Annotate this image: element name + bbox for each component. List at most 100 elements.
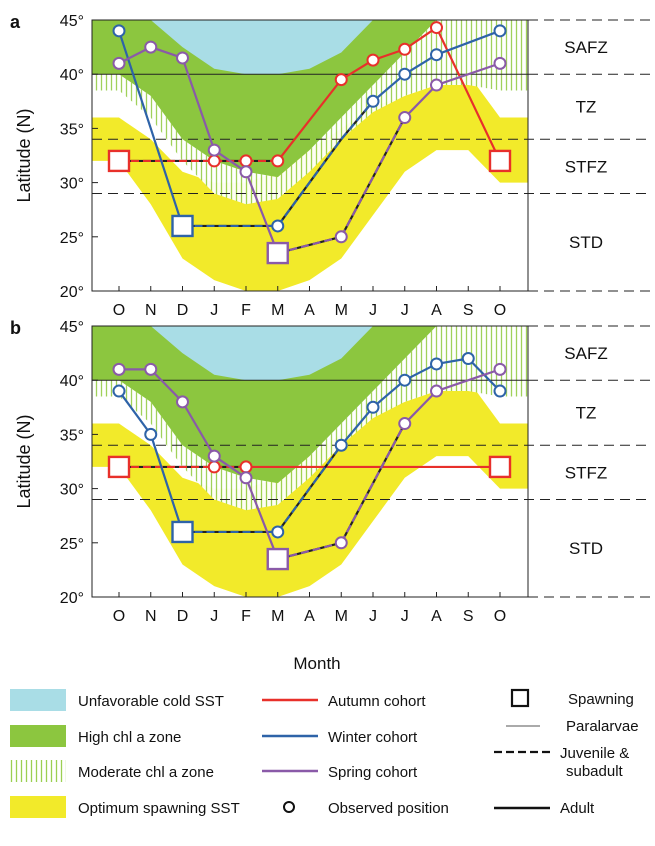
series-line-winter [372, 379, 406, 409]
panel-b: SAFZ TZ STFZ STD 45° 40° 35° 30° 25° 20° O N D J F M A M J… [10, 318, 650, 625]
series-line-winter [436, 29, 501, 56]
spawning-marker [488, 149, 512, 173]
zone-label-std: STD [569, 233, 603, 252]
series-dash-spring [340, 423, 406, 544]
observed-position-marker [334, 73, 348, 87]
y-tick-label: 45° [60, 319, 84, 336]
observed-position-marker [461, 352, 475, 366]
x-tick-label: S [463, 302, 474, 319]
x-tick-label: S [463, 608, 474, 625]
observed-position-marker [398, 42, 412, 56]
observed-position-marker [430, 48, 443, 62]
series-line-spring [436, 368, 501, 393]
series-line-spring [403, 390, 438, 425]
spawning-marker [107, 455, 131, 479]
x-tick-label: J [401, 608, 409, 625]
x-tick-label: J [210, 608, 218, 625]
series-line-winter [118, 390, 152, 436]
x-tick-label: J [210, 302, 218, 319]
x-tick-label: J [401, 302, 409, 319]
x-tick-label: A [304, 608, 315, 625]
x-tick-label: M [271, 302, 284, 319]
legend-label-high-chl: High chl a zone [78, 729, 181, 746]
y-tick-label: 20° [60, 590, 84, 607]
x-tick-label: N [145, 302, 157, 319]
observed-position-marker [207, 449, 221, 463]
legend-label-paralarvae: Paralarvae [566, 718, 639, 735]
y-tick-label: 45° [60, 13, 84, 30]
observed-position-marker [112, 362, 126, 376]
legend-label-juvenile: Juvenile & [560, 745, 629, 762]
observed-position-marker [271, 154, 285, 168]
y-tick-label: 30° [60, 176, 84, 193]
series-line-winter [340, 406, 374, 446]
x-tick-label: F [241, 302, 251, 319]
x-tick-label: M [271, 608, 284, 625]
series-line-spring [149, 368, 184, 403]
y-axis-title: Latitude (N) [14, 414, 34, 508]
x-tick-label: J [369, 608, 377, 625]
observed-position-marker [176, 51, 189, 65]
observed-position-marker [239, 471, 253, 485]
y-tick-label: 40° [60, 373, 84, 390]
x-tick-label: O [113, 608, 125, 625]
series-line-spring [181, 401, 216, 457]
series-dash-spring [277, 541, 342, 561]
panel-a: SAFZ TZ STFZ STD 45° 40° 35° 30° 25° 20° O N D J F M A M J… [10, 12, 650, 319]
observed-position-marker [334, 536, 348, 550]
series-line-winter [372, 73, 406, 103]
legend-swatch-high-chl [10, 725, 66, 747]
y-tick-label: 35° [60, 427, 84, 444]
series-dash-spring [277, 235, 342, 255]
legend-label-winter: Winter cohort [328, 729, 418, 746]
legend-label-observed: Observed position [328, 800, 449, 817]
spawning-marker [488, 455, 512, 479]
series-line-spring [244, 171, 279, 254]
observed-position-marker [398, 67, 412, 81]
y-tick-label: 25° [60, 536, 84, 553]
zone-label-tz: TZ [576, 98, 597, 117]
series-dash-winter [276, 444, 343, 533]
series-dash-spring [340, 117, 406, 238]
legend-swatch-moderate-chl [10, 760, 66, 782]
legend-marker-spawning [510, 688, 530, 708]
observed-position-marker [112, 24, 126, 38]
x-axis-title: Month [293, 654, 340, 673]
zone-label-stfz: STFZ [565, 463, 608, 482]
x-tick-label: M [335, 608, 348, 625]
observed-position-marker [430, 384, 443, 398]
panel-letter: b [10, 318, 21, 338]
plot-area-b [92, 326, 528, 597]
observed-position-marker [239, 154, 253, 168]
legend-label-subadult: subadult [566, 763, 624, 780]
observed-position-marker [430, 357, 443, 371]
legend-marker-observed [283, 801, 295, 813]
observed-position-marker [239, 165, 253, 179]
legend-swatch-spawning-sst [10, 796, 66, 818]
observed-position-marker [430, 21, 443, 35]
y-tick-label: 40° [60, 67, 84, 84]
spawning-marker [171, 214, 194, 238]
legend-label-cold-sst: Unfavorable cold SST [78, 693, 224, 710]
zone-label-stfz: STFZ [565, 157, 608, 176]
x-tick-label: O [113, 302, 125, 319]
zone-label-tz: TZ [576, 404, 597, 423]
observed-position-marker [207, 460, 221, 474]
observed-position-marker [366, 94, 380, 108]
legend-label-autumn: Autumn cohort [328, 693, 426, 710]
x-tick-label: A [431, 608, 442, 625]
zone-unfavorable-cold-sst [92, 20, 528, 75]
legend-label-spawning: Spawning [568, 691, 634, 708]
legend-label-adult: Adult [560, 800, 595, 817]
zone-label-safz: SAFZ [564, 38, 607, 57]
y-tick-label: 30° [60, 482, 84, 499]
observed-position-marker [271, 525, 285, 539]
zone-unfavorable-cold-sst [92, 326, 528, 381]
legend-label-spawning-sst: Optimum spawning SST [78, 800, 240, 817]
observed-position-marker [144, 362, 158, 376]
observed-position-marker [176, 395, 189, 409]
x-tick-label: A [304, 302, 315, 319]
spawning-marker [107, 149, 131, 173]
zone-label-std: STD [569, 539, 603, 558]
observed-position-marker [430, 78, 443, 92]
